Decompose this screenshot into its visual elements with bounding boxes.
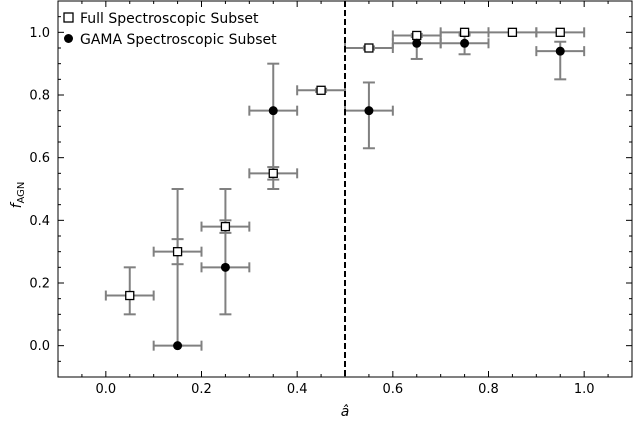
marker-square-p9 [555, 27, 565, 37]
y-tick-label: 0.6 [29, 151, 50, 166]
x-tick-label: 1.0 [574, 382, 595, 397]
marker-circle-p1 [220, 262, 230, 272]
y-axis-label: fAGN [9, 182, 27, 209]
legend: Full Spectroscopic Subset GAMA Spectrosc… [63, 11, 277, 48]
legend-marker-gama [64, 34, 73, 43]
marker-square-p2 [220, 221, 231, 232]
y-tick-label: 1.0 [29, 26, 50, 41]
y-axis-label-sub: AGN [16, 182, 27, 204]
axes-layer: 0.0 0.2 0.4 0.6 0.8 1.0 0.0 0.2 0.4 0.6 0.8 1.0 [29, 0, 633, 397]
marker-square-p8 [507, 27, 518, 37]
y-tick-label: 0.0 [29, 339, 50, 354]
y-tick-label: 0.4 [29, 214, 50, 229]
y-axis-label-group: fAGN [9, 182, 27, 209]
marker-square-p0 [125, 290, 135, 301]
legend-label-full: Full Spectroscopic Subset [80, 11, 259, 27]
y-tick-label: 0.2 [29, 277, 50, 292]
y-axis-label-main: f [9, 201, 25, 208]
marker-square-p3 [268, 168, 278, 178]
x-tick-label: 0.8 [478, 382, 499, 397]
x-tick-label: 0.4 [287, 382, 308, 397]
marker-circle-p0 [173, 341, 183, 351]
marker-circle-p6 [555, 46, 565, 56]
x-tick-label: 0.2 [191, 382, 212, 397]
marker-square-p1 [172, 247, 183, 257]
marker-circle-p3 [364, 106, 374, 116]
marker-square-p6 [412, 30, 422, 41]
y-tick-label: 0.8 [29, 89, 50, 104]
marker-square-p7 [459, 27, 470, 37]
x-tick-label: 0.6 [382, 382, 403, 397]
marker-square-p5 [364, 43, 374, 53]
x-axis-label: â [341, 404, 350, 420]
legend-label-gama: GAMA Spectroscopic Subset [80, 32, 277, 48]
x-tick-label: 0.0 [95, 382, 116, 397]
marker-circle-p4 [412, 38, 422, 48]
marker-square-p4 [316, 85, 326, 95]
markers-layer [125, 27, 565, 351]
marker-circle-p2 [268, 106, 278, 116]
marker-circle-p5 [460, 38, 470, 48]
legend-marker-full [63, 12, 74, 23]
